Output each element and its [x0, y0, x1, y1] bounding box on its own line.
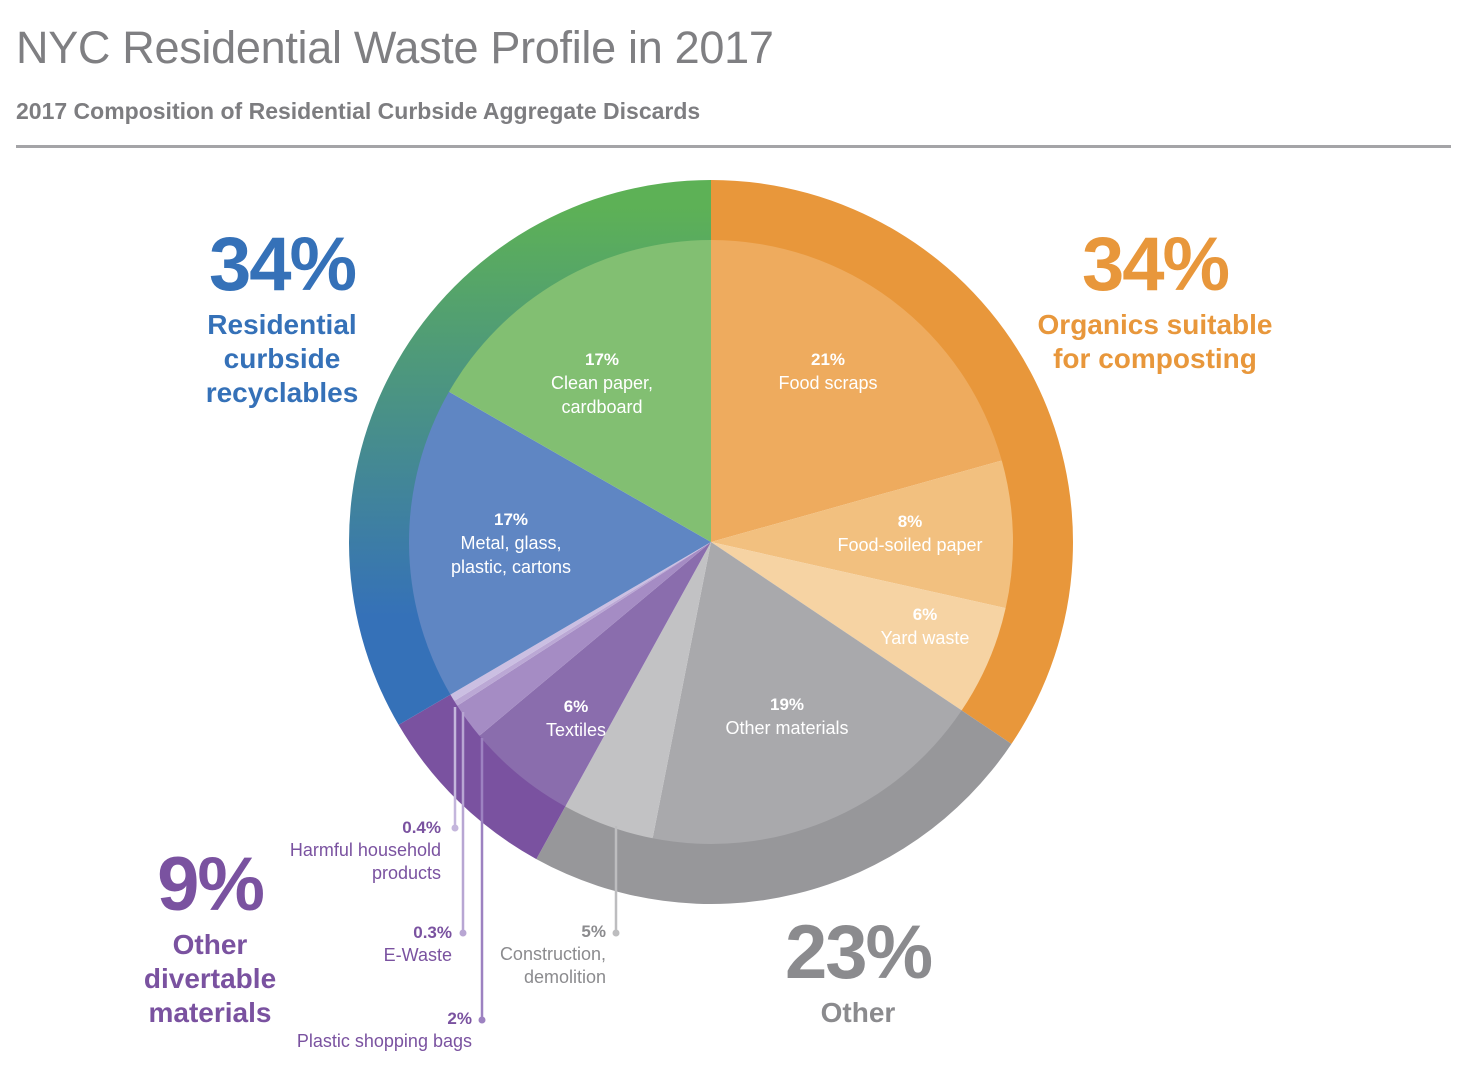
slice-other-materials: [652, 542, 962, 844]
slice-label-yard-waste: 6% Yard waste: [881, 605, 970, 648]
page-title: NYC Residential Waste Profile in 2017: [16, 22, 774, 73]
slice-label-textiles: 6% Textiles: [546, 697, 606, 740]
slice-harmful-household-products: [450, 542, 711, 702]
group-label-organics: 34% Organics suitable for composting: [1038, 222, 1273, 374]
callout-leaders: [451, 707, 620, 1024]
slice-food-scraps: [711, 240, 1002, 542]
leader-dot-construction-demolition: [612, 929, 620, 937]
slice-label-other-materials: 19% Other materials: [725, 695, 848, 738]
slice-label-food-soiled-paper: 8% Food-soiled paper: [837, 512, 982, 555]
leader-dot-e-waste: [459, 929, 467, 937]
slice-label-food-scraps: 21% Food scraps: [778, 350, 877, 393]
chart-subtitle: 2017 Composition of Residential Curbside…: [16, 98, 701, 124]
ring-other: [536, 709, 1012, 905]
callout-plastic-shopping-bags: 2% Plastic shopping bags: [297, 1009, 472, 1051]
group-label-other: 23% Other: [785, 910, 932, 1028]
ring-residential-curbside-recyclables: [349, 180, 711, 725]
callout-e-waste: 0.3% E-Waste: [384, 923, 452, 965]
slice-plastic-shopping-bags: [457, 542, 711, 736]
slice-construction-demolition: [565, 542, 711, 839]
slice-metal-glass-plastic-cartons: [409, 391, 711, 695]
slice-label-clean-paper-cardboard: 17% Clean paper, cardboard: [551, 350, 653, 417]
callout-construction-demolition: 5% Construction, demolition: [500, 922, 606, 987]
ring-organics-suitable-for-composting: [711, 180, 1073, 744]
slice-yard-waste: [711, 542, 1006, 711]
slice-layer: [409, 240, 1014, 844]
leader-dot-plastic-shopping-bags: [478, 1016, 486, 1024]
group-label-recyclables: 34% Residential curbside recyclables: [206, 222, 359, 408]
leader-dot-harmful-household-products: [451, 824, 459, 832]
chart-labels: 21% Food scraps 8% Food-soiled paper 6% Yard …: [144, 222, 1273, 1051]
slice-textiles: [479, 542, 711, 807]
callout-harmful-household-products: 0.4% Harmful household products: [290, 818, 441, 883]
slice-food-soiled-paper: [711, 460, 1014, 609]
header-divider: [16, 145, 1451, 148]
group-label-divertable: 9% Other divertable materials: [144, 842, 276, 1028]
slice-clean-paper-cardboard: [448, 240, 711, 542]
slice-e-waste: [454, 542, 711, 706]
slice-label-metal-glass-plastic-cartons: 17% Metal, glass, plastic, cartons: [451, 510, 571, 577]
